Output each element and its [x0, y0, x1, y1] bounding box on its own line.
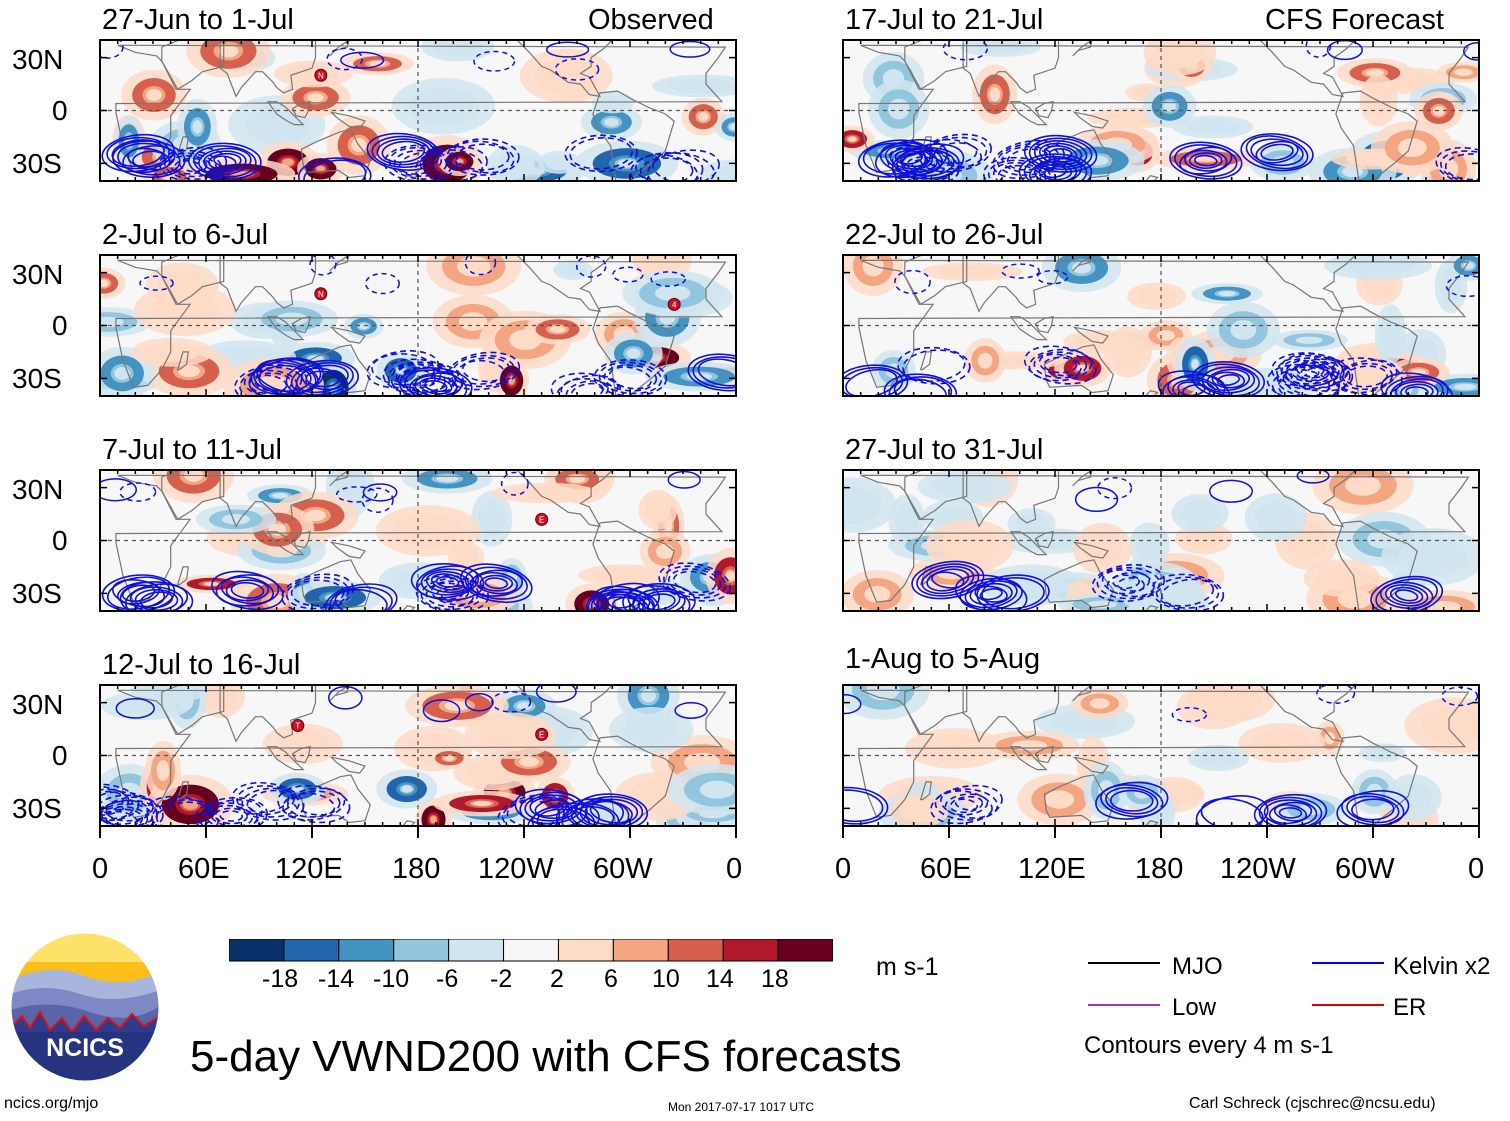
colorbar-swatch	[667, 939, 724, 962]
map-panel-observed-1: N	[99, 39, 737, 182]
y-tick-label: 30S	[12, 578, 62, 609]
x-tick-label: 120W	[478, 853, 554, 885]
x-tick-label: 0	[92, 853, 109, 885]
storm-marker: N	[314, 68, 328, 82]
contour-note: Contours every 4 m s-1	[1084, 1032, 1334, 1059]
colorbar-swatch	[777, 939, 833, 962]
colorbar-label: -2	[490, 965, 513, 993]
storm-marker: E	[535, 727, 549, 741]
x-tick-label: 0	[726, 853, 743, 885]
x-tick-label: 0	[835, 853, 852, 885]
colorbar-label: 2	[550, 965, 564, 993]
map-panel-observed-2: N4	[99, 254, 737, 397]
colorbar-label: -14	[318, 965, 355, 993]
colorbar-label: -6	[436, 965, 459, 993]
map-panel-forecast-3	[842, 469, 1480, 612]
map-panel-forecast-2	[842, 254, 1480, 397]
y-tick-label: 30S	[12, 363, 62, 394]
panel-title: 2-Jul to 6-Jul	[102, 219, 269, 251]
colorbar-swatch	[393, 939, 450, 962]
x-tick-label: 60W	[593, 853, 653, 885]
storm-marker-symbol: E	[539, 515, 544, 524]
y-tick-label: 30N	[12, 689, 64, 720]
colorbar-label: -18	[262, 965, 299, 993]
map-panel-forecast-1	[842, 39, 1480, 182]
y-tick-label: 0	[52, 525, 68, 556]
map-panel-observed-4: TE	[99, 684, 737, 838]
map-panel-observed-3: E	[99, 469, 737, 612]
legend-label-kelvin: Kelvin x2	[1393, 953, 1491, 980]
panel-title: 27-Jul to 31-Jul	[845, 434, 1044, 466]
storm-marker: T	[291, 719, 305, 733]
y-tick-label: 30N	[12, 259, 64, 290]
logo-text: NCICS	[46, 1034, 124, 1062]
y-tick-label: 30N	[12, 474, 64, 505]
legend-line-kelvin	[1312, 962, 1384, 964]
storm-marker-symbol: E	[539, 730, 544, 739]
x-tick-label: 180	[1135, 853, 1184, 885]
y-tick-label: 30N	[12, 44, 64, 75]
storm-marker-symbol: N	[318, 71, 324, 80]
ncics-logo: NCICS	[10, 932, 160, 1082]
colorbar-label: 6	[604, 965, 618, 993]
y-tick-label: 0	[52, 740, 68, 771]
x-tick-label: 60W	[1335, 853, 1395, 885]
panel-title: 12-Jul to 16-Jul	[102, 649, 301, 681]
colorbar-swatch	[503, 939, 559, 962]
colorbar-swatch	[338, 939, 395, 962]
author-credit: Carl Schreck (cjschrec@ncsu.edu)	[1189, 1095, 1436, 1112]
panel-title: 1-Aug to 5-Aug	[845, 643, 1041, 675]
colorbar-label: 18	[761, 965, 789, 993]
y-tick-label: 30S	[12, 793, 62, 824]
panel-title: 7-Jul to 11-Jul	[102, 434, 282, 466]
main-title: 5-day VWND200 with CFS forecasts	[190, 1032, 902, 1081]
storm-marker-symbol: N	[318, 290, 324, 299]
y-tick-label: 0	[52, 310, 68, 341]
colorbar-swatch	[557, 939, 614, 962]
storm-marker-symbol: T	[295, 722, 300, 731]
y-tick-label: 0	[52, 95, 68, 126]
panel-title: 17-Jul to 21-Jul	[845, 4, 1044, 36]
map-panel-forecast-4	[842, 684, 1480, 838]
storm-marker: E	[535, 512, 549, 526]
colorbar-label: 14	[706, 965, 734, 993]
observed-label: Observed	[588, 4, 714, 36]
legend-line-mjo	[1088, 962, 1160, 964]
x-tick-label: 120E	[275, 853, 343, 885]
colorbar	[229, 939, 833, 962]
colorbar-swatch	[612, 939, 669, 962]
colorbar-swatch	[448, 939, 505, 962]
colorbar-label: 10	[652, 965, 680, 993]
storm-marker-symbol: 4	[672, 300, 677, 309]
x-tick-label: 0	[1468, 853, 1485, 885]
colorbar-swatch	[722, 939, 779, 962]
panel-title: 22-Jul to 26-Jul	[845, 219, 1044, 251]
legend-line-low	[1088, 1004, 1160, 1006]
colorbar-swatch	[229, 939, 285, 962]
timestamp: Mon 2017-07-17 1017 UTC	[668, 1100, 815, 1114]
colorbar-swatch	[283, 939, 340, 962]
storm-marker: N	[314, 287, 328, 301]
x-tick-label: 180	[392, 853, 441, 885]
forecast-label: CFS Forecast	[1265, 4, 1444, 36]
legend-label-low: Low	[1172, 994, 1217, 1021]
x-tick-label: 120W	[1220, 853, 1296, 885]
colorbar-label: -10	[373, 965, 410, 993]
panel-title: 27-Jun to 1-Jul	[102, 4, 294, 36]
x-tick-label: 60E	[178, 853, 230, 885]
site-url: ncics.org/mjo	[4, 1095, 99, 1112]
storm-marker: 4	[667, 297, 681, 311]
x-tick-label: 60E	[920, 853, 972, 885]
legend-label-mjo: MJO	[1172, 953, 1223, 980]
y-tick-label: 30S	[12, 148, 62, 179]
legend-label-er: ER	[1393, 994, 1427, 1021]
legend-line-er	[1312, 1004, 1384, 1006]
x-tick-label: 120E	[1018, 853, 1086, 885]
units-label: m s-1	[876, 953, 939, 981]
